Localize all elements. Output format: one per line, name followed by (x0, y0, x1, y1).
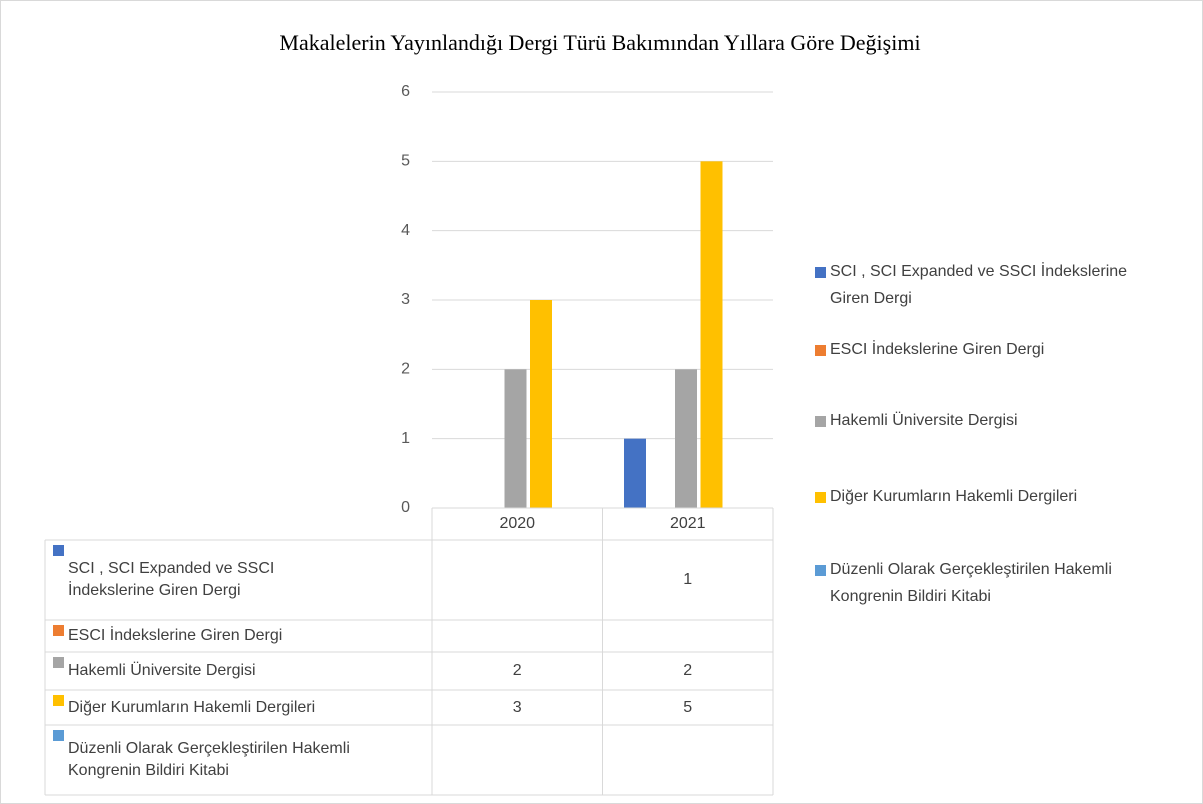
table-value: 5 (683, 698, 693, 716)
y-tick-label: 5 (401, 153, 410, 170)
y-tick-label: 0 (401, 499, 410, 516)
x-tick-label: 2020 (499, 515, 536, 532)
y-tick-label: 2 (401, 361, 410, 378)
legend-label: ESCI İndekslerine Giren Dergi (830, 341, 1045, 358)
table-row-header: Düzenli Olarak Gerçekleştirilen Hakemli … (53, 725, 428, 795)
legend-key (815, 565, 826, 576)
legend-item: Düzenli Olarak Gerçekleştirilen Hakemli … (815, 556, 1145, 610)
legend-key (815, 345, 826, 356)
table-row-header: ESCI İndekslerine Giren Dergi (53, 620, 428, 652)
y-tick-label: 3 (401, 291, 410, 308)
table-value: 1 (683, 571, 693, 588)
legend-label: SCI , SCI Expanded ve SSCI İndekslerine … (68, 560, 275, 599)
table-value: 2 (683, 662, 693, 679)
legend-label: Diğer Kurumların Hakemli Dergileri (830, 488, 1078, 505)
y-tick-label: 4 (401, 222, 410, 239)
legend-label: Diğer Kurumların Hakemli Dergileri (68, 698, 316, 716)
legend-label: Düzenli Olarak Gerçekleştirilen Hakemli … (830, 561, 1112, 605)
bar (530, 300, 552, 508)
y-tick-label: 1 (401, 430, 410, 447)
bar (675, 369, 697, 508)
table-value: 2 (512, 662, 522, 679)
legend-item: Diğer Kurumların Hakemli Dergileri (815, 483, 1145, 510)
legend-item: Hakemli Üniversite Dergisi (815, 407, 1145, 434)
legend-key (53, 730, 64, 741)
table-value: 3 (512, 698, 522, 716)
legend-label: ESCI İndekslerine Giren Dergi (68, 627, 283, 644)
table-row-header: SCI , SCI Expanded ve SSCI İndekslerine … (53, 540, 428, 620)
table-row-header: Hakemli Üniversite Dergisi (53, 652, 428, 690)
legend-key (815, 416, 826, 427)
y-tick-label: 6 (401, 83, 410, 100)
legend-key (53, 657, 64, 668)
legend-key (53, 695, 64, 706)
legend-label: Hakemli Üniversite Dergisi (68, 662, 256, 679)
bar (504, 369, 527, 508)
bar (700, 161, 723, 509)
legend-key (815, 492, 826, 503)
legend-label: Düzenli Olarak Gerçekleştirilen Hakemli … (68, 740, 350, 779)
legend-key (53, 545, 64, 556)
legend-label: SCI , SCI Expanded ve SSCI İndekslerine … (830, 263, 1128, 307)
legend-label: Hakemli Üniversite Dergisi (830, 412, 1018, 429)
legend-item: ESCI İndekslerine Giren Dergi (815, 336, 1145, 363)
chart-title: Makalelerin Yayınlandığı Dergi Türü Bakı… (279, 30, 920, 55)
table-row-header: Diğer Kurumların Hakemli Dergileri (53, 690, 428, 725)
bar (624, 438, 646, 508)
x-tick-label: 2021 (669, 515, 706, 532)
legend-key (815, 267, 826, 278)
legend-item: SCI , SCI Expanded ve SSCI İndekslerine … (815, 258, 1145, 312)
legend-key (53, 625, 64, 636)
